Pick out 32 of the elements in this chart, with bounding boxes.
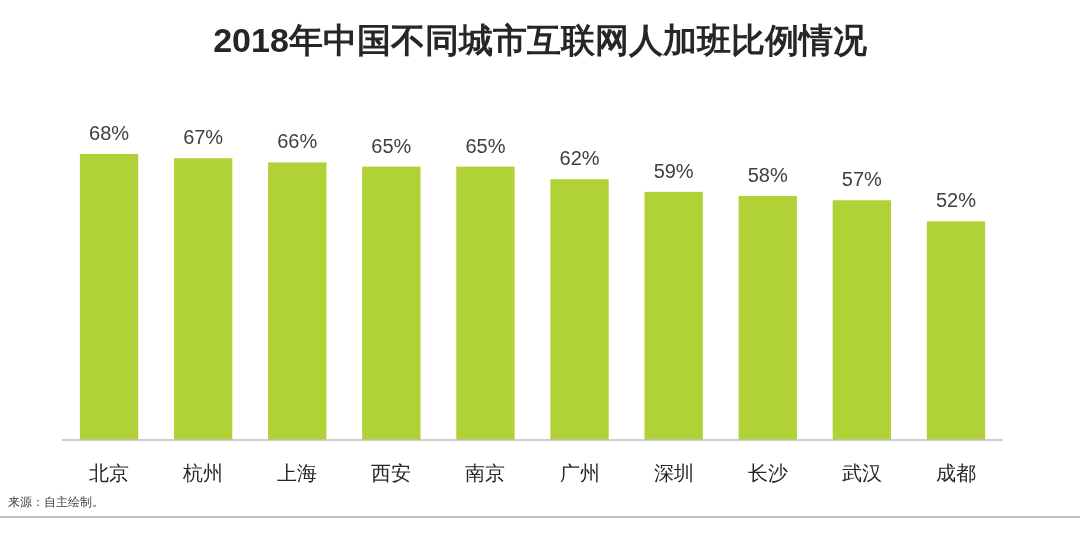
x-tick-label: 广州 [559,462,600,484]
data-label: 52% [935,189,977,212]
bar [79,154,139,440]
x-tick-label: 杭州 [182,462,224,484]
x-tick-label: 长沙 [747,462,788,484]
data-label: 66% [277,130,318,153]
data-label: 67% [183,126,224,149]
bar [738,196,797,440]
bar [173,158,233,440]
bar [644,191,703,440]
data-label: 58% [747,164,788,187]
data-label: 68% [89,122,130,144]
x-tick-label: 南京 [465,462,506,484]
data-label: 65% [465,134,506,157]
x-tick-label: 武汉 [841,462,882,484]
bar [550,179,609,440]
data-label: 62% [559,147,600,170]
bar [926,221,986,440]
data-label: 59% [653,159,694,182]
data-label: 57% [841,168,883,191]
bar [832,200,892,440]
data-label: 65% [371,134,412,157]
bar [362,166,421,440]
x-tick-label: 成都 [935,462,976,484]
x-tick-label: 北京 [89,462,130,484]
bar [456,166,515,440]
source-note: 来源：自主绘制。 [8,495,104,509]
x-tick-label: 深圳 [653,462,694,484]
x-tick-label: 上海 [277,462,318,484]
chart-title: 2018年中国不同城市互联网人加班比例情况 [213,21,868,59]
x-tick-label: 西安 [371,462,412,484]
bar [268,162,327,440]
